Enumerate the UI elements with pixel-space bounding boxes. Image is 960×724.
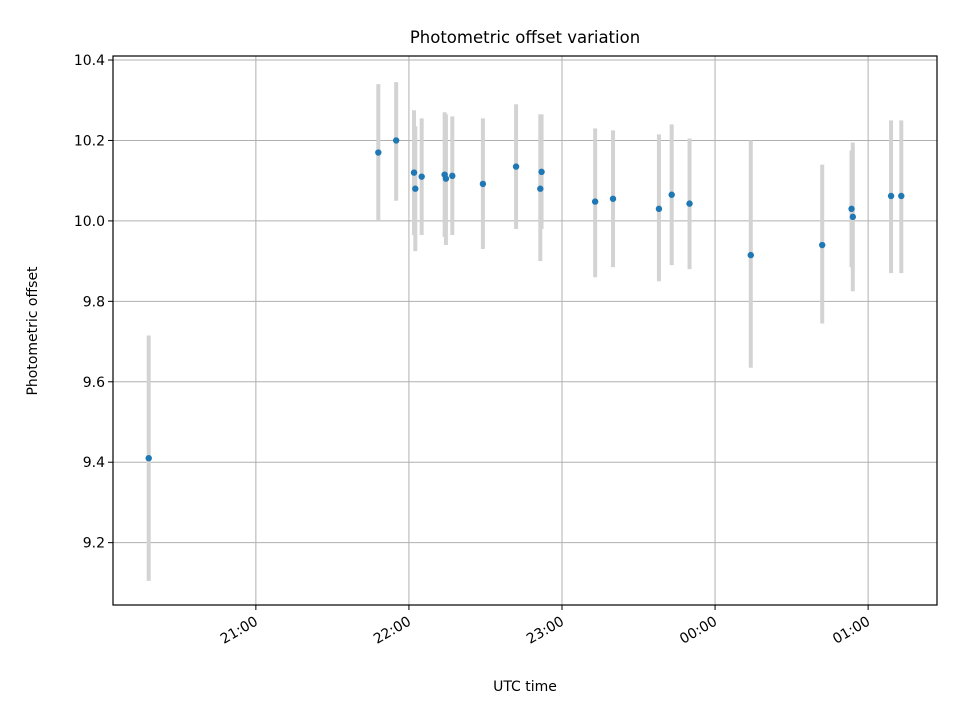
data-point xyxy=(537,185,544,192)
data-point xyxy=(538,168,545,176)
data-point xyxy=(410,169,418,176)
data-point xyxy=(479,180,487,188)
data-point xyxy=(418,173,425,180)
error-bar-layer xyxy=(146,82,904,581)
chart-title: Photometric offset variation xyxy=(410,28,640,47)
plot-frame xyxy=(112,55,938,606)
data-point xyxy=(849,213,857,221)
data-point xyxy=(668,191,675,198)
x-axis-label: UTC time xyxy=(493,679,557,695)
data-point xyxy=(898,192,905,200)
data-point xyxy=(375,149,382,156)
x-tick-label: 01:00 xyxy=(830,614,873,648)
y-axis-label: Photometric offset xyxy=(25,266,41,396)
data-point xyxy=(591,198,599,205)
y-tick-label: 9.8 xyxy=(83,294,105,310)
data-point xyxy=(819,241,826,249)
x-tick-label: 21:00 xyxy=(218,614,261,648)
x-tick-label: 22:00 xyxy=(371,614,414,648)
y-tick-label: 10.4 xyxy=(74,53,105,69)
y-tick-label: 9.4 xyxy=(83,455,105,471)
y-tick-label: 9.2 xyxy=(83,536,105,552)
data-point xyxy=(686,200,693,207)
data-point xyxy=(848,205,855,213)
data-point xyxy=(512,163,520,170)
data-point xyxy=(442,175,450,182)
data-point xyxy=(609,195,617,202)
data-point xyxy=(449,172,456,180)
point-layer xyxy=(145,137,905,462)
data-point xyxy=(747,251,754,259)
data-point xyxy=(145,454,152,462)
x-tick-label: 23:00 xyxy=(524,614,567,648)
data-point xyxy=(655,205,663,213)
x-tick-label: 00:00 xyxy=(677,614,720,648)
y-tick-label: 9.6 xyxy=(83,375,105,391)
y-tick-label: 10.0 xyxy=(74,214,105,230)
grid-layer xyxy=(113,56,937,605)
data-point xyxy=(392,137,400,144)
y-tick-label: 10.2 xyxy=(74,133,105,149)
tick-layer: 21:00 22:00 23:00 00:00 01:00 9.2 9.4 9.6 9.8 10.… xyxy=(74,53,873,648)
data-point xyxy=(412,185,419,192)
data-point xyxy=(887,192,895,200)
